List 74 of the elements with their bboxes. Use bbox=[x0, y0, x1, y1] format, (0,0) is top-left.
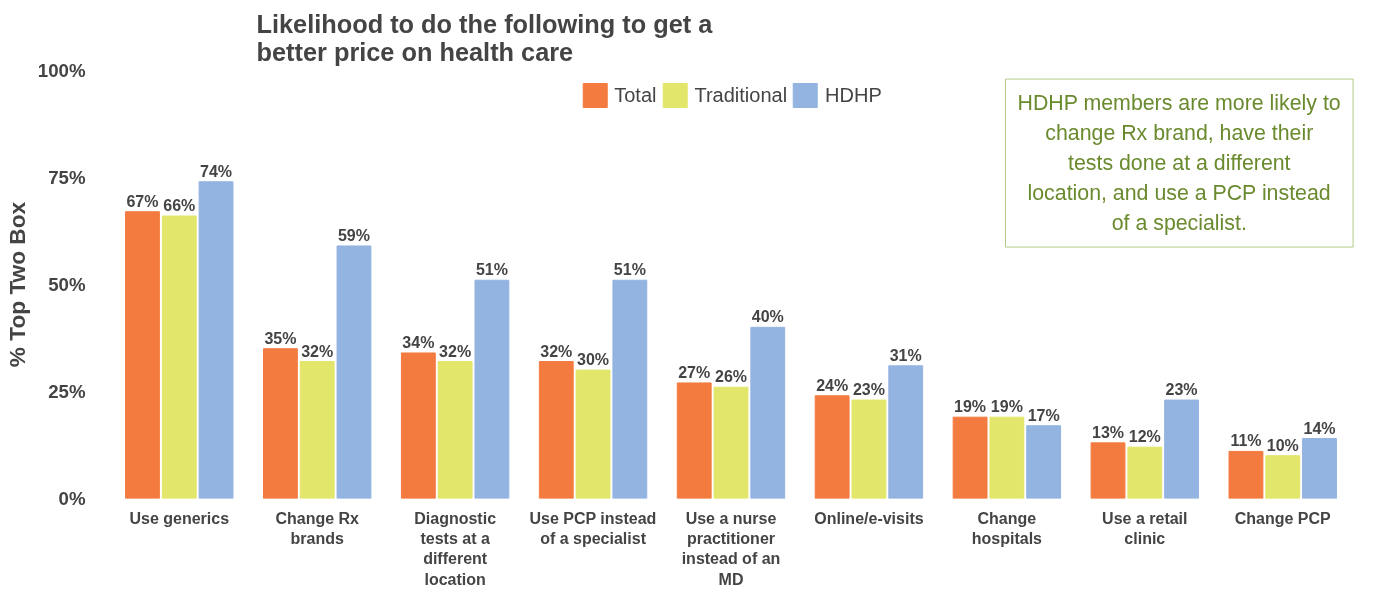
bar bbox=[952, 416, 988, 499]
data-label: 32% bbox=[439, 342, 472, 360]
bar bbox=[125, 211, 160, 499]
x-tick-label: Diagnostic tests at a different location bbox=[414, 509, 497, 588]
data-label: 19% bbox=[954, 398, 987, 416]
bar bbox=[1127, 446, 1163, 499]
bar bbox=[989, 416, 1025, 499]
y-tick-label: 75% bbox=[48, 167, 86, 188]
bar bbox=[299, 361, 335, 499]
x-tick-label: Change Rx brands bbox=[275, 509, 360, 547]
bar bbox=[676, 382, 712, 499]
bar bbox=[538, 361, 574, 499]
x-tick-label: Online/e-visits bbox=[814, 509, 924, 527]
data-label: 32% bbox=[540, 342, 573, 360]
bar bbox=[1265, 455, 1301, 499]
legend-label: Traditional bbox=[694, 83, 788, 107]
data-label: 12% bbox=[1128, 428, 1161, 446]
data-label: 17% bbox=[1027, 406, 1060, 424]
bar bbox=[474, 279, 510, 499]
y-tick-label: 0% bbox=[58, 488, 86, 509]
data-label: 11% bbox=[1230, 432, 1262, 450]
bar bbox=[198, 181, 234, 499]
bar bbox=[575, 369, 611, 499]
y-tick-label: 25% bbox=[48, 381, 86, 402]
data-label: 10% bbox=[1266, 436, 1299, 454]
data-label: 67% bbox=[126, 192, 159, 210]
data-label: 66% bbox=[163, 197, 196, 215]
bar bbox=[1026, 425, 1062, 499]
data-label: 23% bbox=[852, 381, 885, 399]
data-label: 13% bbox=[1092, 423, 1125, 441]
data-label: 34% bbox=[402, 333, 435, 351]
bar bbox=[1164, 399, 1200, 499]
data-label: 27% bbox=[678, 363, 711, 381]
x-tick-label: Use a nurse practitioner instead of an MD bbox=[681, 509, 781, 588]
bar bbox=[814, 395, 850, 499]
bar bbox=[750, 326, 786, 499]
legend-label: Total bbox=[614, 83, 657, 107]
data-label: 40% bbox=[751, 308, 784, 326]
data-label: 51% bbox=[613, 261, 646, 279]
annotation: HDHP members are more likely to change Rx brand, have their tests done at a different location, and use a PCP instead of a specialist. bbox=[1017, 91, 1341, 236]
bar bbox=[161, 215, 197, 499]
data-label: 74% bbox=[200, 162, 233, 180]
data-label: 51% bbox=[475, 261, 508, 279]
data-label: 19% bbox=[990, 398, 1023, 416]
data-label: 32% bbox=[301, 342, 334, 360]
data-label: 59% bbox=[337, 226, 370, 244]
bar bbox=[262, 348, 298, 499]
bar bbox=[437, 361, 473, 499]
data-label: 31% bbox=[889, 346, 922, 364]
chart-title: Likelihood to do the following to get a better price on health care bbox=[256, 9, 714, 66]
bar bbox=[336, 245, 372, 499]
data-label: 14% bbox=[1303, 419, 1336, 437]
y-axis-title: % Top Two Box bbox=[3, 201, 30, 368]
x-tick-label: Change PCP bbox=[1234, 509, 1332, 527]
x-tick-label: Change hospitals bbox=[971, 509, 1043, 547]
bar bbox=[400, 352, 436, 499]
y-tick-label: 50% bbox=[48, 274, 86, 295]
bar bbox=[1228, 450, 1264, 499]
x-tick-label: Use generics bbox=[129, 509, 230, 527]
data-label: 30% bbox=[577, 351, 610, 369]
bar bbox=[1302, 438, 1337, 499]
data-label: 35% bbox=[264, 329, 297, 347]
bar bbox=[713, 386, 749, 499]
bar bbox=[888, 365, 924, 499]
bar bbox=[851, 399, 887, 499]
y-tick-label: 100% bbox=[37, 60, 86, 81]
data-label: 26% bbox=[714, 368, 748, 386]
data-label: 24% bbox=[816, 376, 849, 394]
x-tick-label: Use PCP instead of a specialist bbox=[529, 509, 657, 547]
data-label: 23% bbox=[1165, 381, 1198, 399]
bar bbox=[612, 279, 648, 499]
x-tick-label: Use a retail clinic bbox=[1102, 509, 1188, 547]
bar bbox=[1090, 442, 1126, 499]
legend-label: HDHP bbox=[825, 83, 882, 107]
